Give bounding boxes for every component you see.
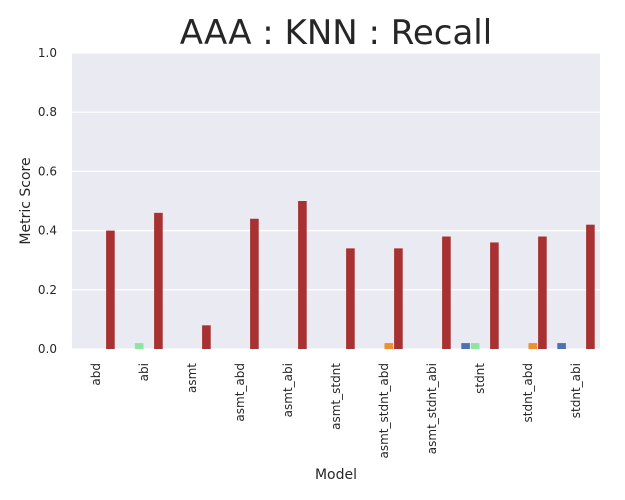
y-tick-label: 0.0 — [38, 342, 57, 356]
x-tick-label: stdnt_abi — [569, 363, 583, 418]
bar — [346, 248, 355, 349]
bar — [538, 236, 547, 349]
bar — [106, 230, 115, 349]
bar — [154, 212, 163, 349]
y-tick-label: 0.4 — [38, 224, 57, 238]
y-tick-label: 1.0 — [38, 46, 57, 60]
bar — [442, 236, 451, 349]
y-tick-labels: 0.0 0.2 0.4 0.6 0.8 1.0 — [38, 46, 57, 356]
bar — [557, 343, 566, 349]
x-tick-label: asmt_stdnt — [329, 363, 343, 430]
chart-title: AAA : KNN : Recall — [180, 13, 492, 53]
bar — [298, 201, 307, 349]
plot-background — [72, 53, 600, 349]
bar — [461, 343, 470, 349]
y-tick-label: 0.8 — [38, 105, 57, 119]
bar — [202, 325, 211, 349]
x-tick-label: asmt — [185, 363, 199, 393]
bar — [470, 343, 480, 349]
y-tick-label: 0.2 — [38, 283, 57, 297]
x-axis-label: Model — [315, 467, 357, 483]
x-tick-label: asmt_stdnt_abd — [377, 363, 391, 458]
y-axis-label: Metric Score — [18, 157, 34, 244]
bar — [528, 343, 538, 349]
bars — [106, 201, 595, 349]
x-tick-labels: abd abi asmt asmt_abd asmt_abi asmt_stdnt asmt… — [89, 363, 583, 459]
bar — [134, 343, 144, 349]
x-tick-label: asmt_stdnt_abi — [425, 363, 439, 454]
x-tick-label: asmt_abi — [281, 363, 295, 417]
x-tick-label: abd — [89, 363, 103, 386]
bar — [394, 248, 403, 349]
bar — [384, 343, 394, 349]
y-tick-label: 0.6 — [38, 164, 57, 178]
x-tick-label: stdnt — [473, 363, 487, 394]
bar — [586, 224, 595, 349]
x-tick-label: asmt_abd — [233, 363, 247, 422]
bar — [250, 218, 259, 349]
x-tick-label: stdnt_abd — [521, 363, 535, 422]
x-tick-label: abi — [137, 363, 151, 381]
bar — [490, 242, 499, 349]
